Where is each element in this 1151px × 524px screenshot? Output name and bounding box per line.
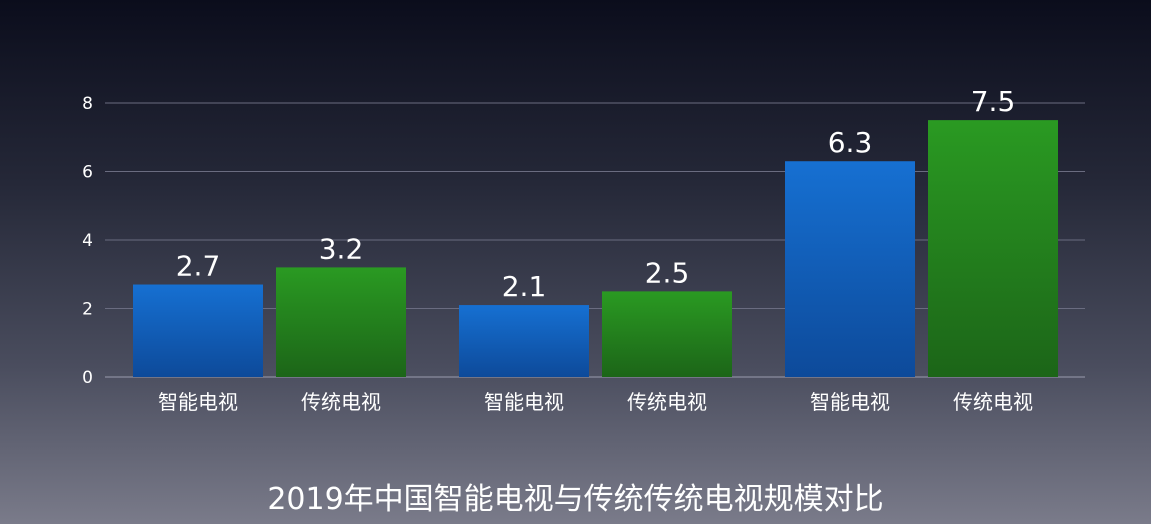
value-labels: 2.7 3.2 2.1 2.5 6.3 7.5 xyxy=(176,85,1016,303)
category-labels: 智能电视 传统电视 智能电视 传统电视 智能电视 传统电视 xyxy=(158,390,1033,414)
category-label: 传统电视 xyxy=(301,390,381,414)
category-label: 智能电视 xyxy=(484,390,564,414)
bar-value-label: 2.5 xyxy=(645,256,690,289)
category-label: 智能电视 xyxy=(158,390,238,414)
gridlines xyxy=(105,102,1085,378)
y-tick-label: 4 xyxy=(82,231,93,251)
bar xyxy=(133,284,263,377)
bar-chart: 0 2 4 6 8 2.7 3.2 2.1 2.5 6.3 7.5 智能电视 传统电视 智能电视 传统电… xyxy=(82,85,1085,414)
y-tick-label: 2 xyxy=(82,300,93,320)
chart-title: 2019年中国智能电视与传统传统电视规模对比 xyxy=(267,482,884,517)
category-label: 传统电视 xyxy=(627,390,707,414)
bar-value-label: 3.2 xyxy=(319,232,364,265)
y-tick-label: 6 xyxy=(82,163,93,183)
bar xyxy=(602,291,732,377)
bar-value-label: 2.7 xyxy=(176,250,221,283)
bar-value-label: 6.3 xyxy=(828,126,873,159)
y-axis-ticks: 0 2 4 6 8 xyxy=(82,94,93,388)
bar-value-label: 2.1 xyxy=(502,270,547,303)
y-tick-label: 0 xyxy=(82,368,93,388)
category-label: 智能电视 xyxy=(810,390,890,414)
bar xyxy=(459,305,589,377)
y-tick-label: 8 xyxy=(82,94,93,114)
category-label: 传统电视 xyxy=(953,390,1033,414)
bar xyxy=(276,267,406,377)
bar-value-label: 7.5 xyxy=(971,85,1016,118)
bars xyxy=(133,120,1058,377)
bar xyxy=(928,120,1058,377)
bar xyxy=(785,161,915,377)
